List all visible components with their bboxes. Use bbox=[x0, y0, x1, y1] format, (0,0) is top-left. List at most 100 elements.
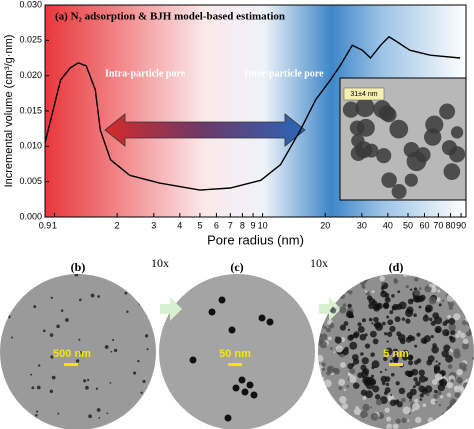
annotation: Inter-particle pore bbox=[244, 68, 324, 79]
texture-dot bbox=[438, 303, 442, 307]
texture-dot bbox=[381, 281, 385, 286]
texture-dot bbox=[369, 330, 377, 338]
texture-dot bbox=[426, 274, 430, 277]
texture-dot bbox=[364, 333, 368, 337]
texture-dot bbox=[333, 409, 341, 417]
particle bbox=[50, 355, 54, 359]
scale-bar-label: 50 nm bbox=[219, 348, 251, 360]
particle bbox=[133, 371, 137, 375]
x-tick-label: 5 bbox=[197, 220, 202, 230]
particle bbox=[142, 379, 146, 383]
texture-dot bbox=[454, 392, 461, 398]
texture-dot bbox=[397, 290, 401, 294]
texture-dot bbox=[431, 346, 439, 354]
texture-dot bbox=[450, 282, 453, 286]
texture-dot bbox=[318, 405, 326, 412]
x-tick-label: 8 bbox=[240, 220, 245, 230]
texture-dot bbox=[453, 289, 456, 293]
texture-dot bbox=[443, 280, 447, 284]
texture-dot bbox=[328, 403, 333, 408]
nanoparticle bbox=[355, 97, 375, 118]
texture-dot bbox=[322, 293, 326, 297]
texture-dot bbox=[384, 351, 387, 354]
texture-dot bbox=[360, 410, 368, 419]
texture-dot bbox=[386, 297, 389, 301]
inset-texture bbox=[342, 97, 466, 200]
texture-dot bbox=[318, 291, 320, 295]
texture-dot bbox=[362, 396, 367, 400]
texture-dot bbox=[422, 315, 429, 322]
texture-dot bbox=[359, 333, 367, 341]
texture-dot bbox=[389, 325, 396, 333]
particle bbox=[241, 388, 249, 396]
texture-dot bbox=[394, 354, 399, 359]
particle bbox=[79, 298, 82, 302]
particle bbox=[137, 359, 140, 363]
texture-dot bbox=[318, 413, 325, 420]
texture-dot bbox=[442, 329, 450, 337]
texture-dot bbox=[384, 407, 390, 413]
texture-dot bbox=[434, 325, 442, 334]
texture-dot bbox=[330, 410, 336, 415]
texture-dot bbox=[469, 304, 472, 307]
texture-dot bbox=[391, 294, 395, 298]
texture-dot bbox=[454, 292, 459, 296]
particle bbox=[30, 373, 33, 376]
texture-dot bbox=[343, 421, 351, 429]
x-tick-label: 6 bbox=[214, 220, 219, 230]
texture-dot bbox=[416, 332, 421, 337]
texture-dot bbox=[323, 325, 327, 330]
x-tick-label: 40 bbox=[383, 220, 393, 230]
texture-dot bbox=[420, 296, 423, 299]
texture-dot bbox=[338, 378, 346, 386]
annotation: Intra-particle pore bbox=[105, 68, 186, 79]
texture-dot bbox=[467, 424, 474, 429]
texture-dot bbox=[434, 373, 443, 382]
texture-dot bbox=[318, 355, 324, 362]
x-tick-label: 7 bbox=[228, 220, 233, 230]
texture-dot bbox=[436, 277, 440, 281]
texture-dot bbox=[364, 290, 368, 293]
x-tick-label: 9 bbox=[251, 220, 256, 230]
texture-dot bbox=[379, 370, 383, 374]
x-tick-label: 4 bbox=[177, 220, 182, 230]
texture-dot bbox=[414, 398, 419, 403]
texture-dot bbox=[462, 286, 470, 294]
particle bbox=[98, 417, 101, 419]
texture-dot bbox=[318, 410, 321, 414]
texture-dot bbox=[335, 283, 339, 286]
particle bbox=[7, 315, 11, 319]
x-tick-label: 0.9 bbox=[39, 220, 52, 230]
texture-dot bbox=[380, 286, 385, 290]
texture-dot bbox=[342, 348, 349, 356]
texture-dot bbox=[339, 415, 345, 421]
texture-dot bbox=[413, 377, 418, 382]
particle bbox=[104, 345, 109, 349]
nanoparticle bbox=[404, 173, 418, 187]
texture-dot bbox=[444, 284, 453, 293]
texture-dot bbox=[443, 344, 451, 352]
texture-dot bbox=[355, 406, 359, 409]
texture-dot bbox=[414, 277, 419, 282]
texture-dot bbox=[454, 385, 462, 393]
texture-dot bbox=[343, 388, 347, 392]
texture-dot bbox=[339, 396, 347, 404]
texture-dot bbox=[435, 360, 438, 363]
texture-dot bbox=[383, 356, 388, 362]
particle bbox=[208, 308, 216, 316]
texture-dot bbox=[390, 393, 393, 397]
texture-dot bbox=[401, 350, 405, 354]
texture-dot bbox=[411, 408, 415, 412]
particle bbox=[218, 296, 226, 304]
texture-dot bbox=[436, 390, 442, 396]
texture-dot bbox=[407, 309, 411, 313]
scale-bar bbox=[64, 363, 78, 366]
texture bbox=[189, 296, 274, 422]
texture-dot bbox=[425, 304, 433, 313]
texture-dot bbox=[396, 399, 400, 403]
texture-dot bbox=[453, 351, 461, 359]
texture-dot bbox=[349, 334, 355, 340]
texture-dot bbox=[447, 276, 454, 282]
texture-dot bbox=[319, 417, 323, 421]
texture-dot bbox=[459, 400, 468, 408]
